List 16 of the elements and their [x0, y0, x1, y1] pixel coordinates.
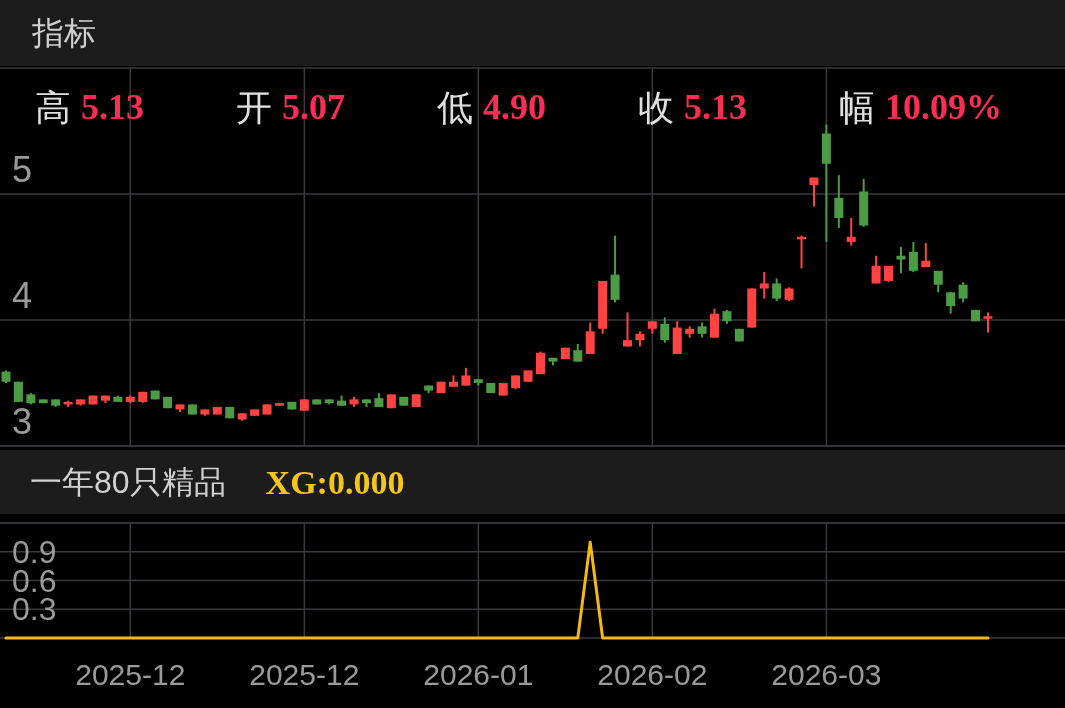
x-tick-label: 2026-03	[771, 657, 882, 691]
annotation: 低 4.90	[437, 86, 547, 128]
x-tick-label: 2025-12	[75, 657, 186, 691]
annotation: 幅 10.09%	[839, 86, 1003, 128]
y-tick-label: 5	[12, 148, 33, 190]
chart-title: 一年80只精品	[30, 464, 226, 500]
y-tick-label: 3	[12, 400, 33, 442]
annotation: 收 5.13	[638, 86, 748, 128]
x-tick-label: 2026-02	[597, 657, 708, 691]
x-tick-label: 2025-12	[249, 657, 360, 691]
annotation: 高 5.13	[35, 86, 145, 128]
y-tick-label: 4	[12, 274, 33, 316]
x-tick-label: 2026-01	[423, 657, 534, 691]
text: XG:0.000	[265, 463, 405, 501]
chart-title: 指标	[31, 15, 96, 51]
annotation: 开 5.07	[236, 86, 346, 128]
